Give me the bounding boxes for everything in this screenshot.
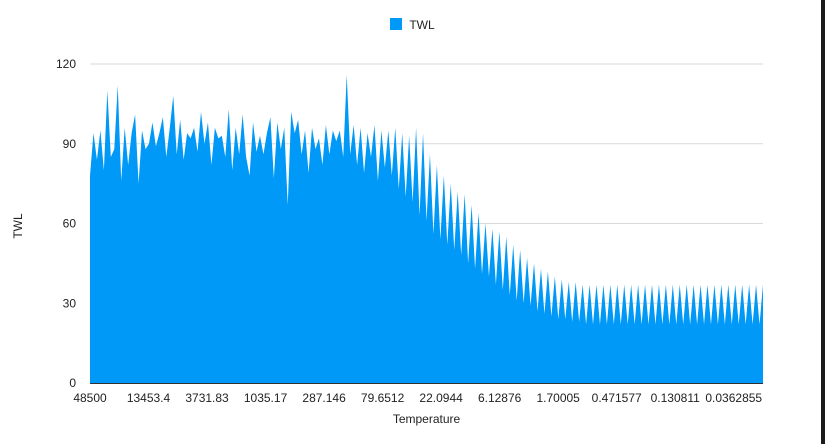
x-axis-title: Temperature — [392, 412, 461, 426]
x-tick-label: 79.6512 — [361, 391, 405, 405]
y-tick-label: 30 — [63, 296, 77, 310]
x-tick-label: 287.146 — [302, 391, 346, 405]
area-series-twl — [90, 74, 763, 383]
y-tick-label: 120 — [56, 57, 76, 71]
legend-label: TWL — [409, 18, 435, 32]
x-tick-label: 22.0944 — [419, 391, 463, 405]
window-edge — [821, 0, 825, 444]
x-tick-label: 0.130811 — [651, 391, 700, 405]
x-tick-label: 48500 — [73, 391, 107, 405]
y-tick-label: 90 — [63, 137, 77, 151]
x-tick-label: 0.471577 — [592, 391, 642, 405]
x-tick-label: 0.0362855 — [705, 391, 762, 405]
legend: TWL — [0, 18, 825, 32]
y-tick-label: 0 — [69, 376, 76, 390]
x-tick-label: 1.70005 — [536, 391, 580, 405]
x-tick-label: 6.12876 — [478, 391, 522, 405]
y-tick-label: 60 — [63, 217, 77, 231]
x-tick-label: 3731.83 — [185, 391, 229, 405]
x-tick-label: 13453.4 — [127, 391, 171, 405]
x-tick-label: 1035.17 — [244, 391, 288, 405]
legend-swatch — [390, 18, 403, 30]
